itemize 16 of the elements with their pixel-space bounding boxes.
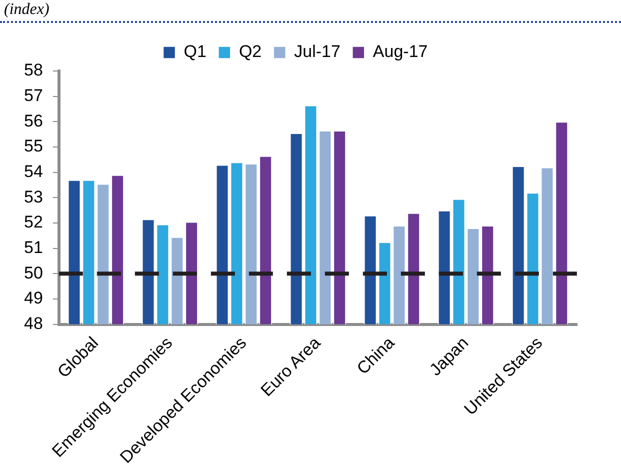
y-tick-label: 57 [24, 86, 43, 106]
y-tick-label: 54 [24, 162, 43, 182]
legend-label: Q2 [238, 42, 262, 62]
y-tick-label: 49 [24, 288, 43, 308]
y-tick-label: 56 [24, 111, 43, 130]
y-tick-label: 55 [24, 136, 43, 156]
y-tick-label: 48 [24, 314, 43, 333]
text: (index) [4, 1, 50, 19]
y-tick-label: 53 [24, 187, 43, 206]
legend-label: Jul-17 [294, 42, 340, 62]
y-tick-label: 52 [24, 212, 43, 232]
y-tick-label: 50 [24, 263, 43, 282]
y-tick-label: 51 [24, 238, 43, 257]
legend-label: Aug-17 [372, 42, 428, 62]
legend-label: Q1 [184, 42, 206, 62]
y-tick-label: 58 [24, 60, 43, 80]
